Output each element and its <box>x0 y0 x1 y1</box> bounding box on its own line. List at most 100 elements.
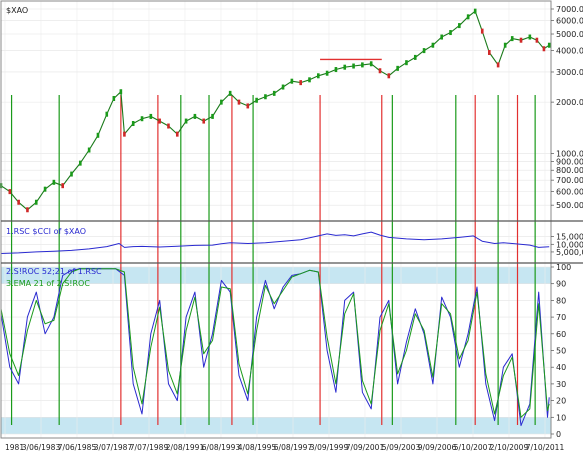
price-candle-25 <box>211 113 214 119</box>
price-tick-label-1: 6000.00 <box>556 16 583 25</box>
price-candle-58 <box>496 62 500 68</box>
price-candle-27 <box>228 90 232 96</box>
price-candle-51 <box>440 34 444 40</box>
price-candle-11 <box>96 132 100 138</box>
price-tick-label-3: 4000.00 <box>556 47 583 56</box>
price-tick-label-10: 600.00 <box>556 188 583 197</box>
price-candle-52 <box>449 30 452 36</box>
x-tick-label-6: 6/08/1993 <box>202 443 241 452</box>
grid-layer <box>1 1 551 438</box>
price-candle-61 <box>519 37 523 43</box>
price-candle-37 <box>317 73 320 79</box>
price-candle-40 <box>343 64 347 70</box>
price-candle-63 <box>535 37 539 43</box>
price-tick-label-4: 3000.00 <box>556 68 583 77</box>
price-candle-34 <box>290 78 294 84</box>
price-candle-8 <box>70 171 73 177</box>
x-tick-label-4: 7/07/1989 <box>130 443 169 452</box>
x-tick-label-3: 3/07/1987 <box>94 443 133 452</box>
price-candle-4 <box>34 199 38 205</box>
price-candle-31 <box>264 94 267 100</box>
price-candle-28 <box>237 99 241 105</box>
roc-tick-label-5: 50 <box>556 347 566 356</box>
x-tick-label-13: 5/10/2007 <box>454 443 493 452</box>
price-candle-2 <box>17 199 20 205</box>
price-tick-label-5: 2000.00 <box>556 98 583 107</box>
roc-panel-title: 2.S!ROC 52;21 of 1.RSC <box>6 267 102 276</box>
plot-frame <box>0 0 552 439</box>
price-candle-36 <box>308 77 311 83</box>
roc-tick-label-9: 10 <box>556 413 566 422</box>
price-candle-53 <box>458 23 461 29</box>
price-candle-18 <box>149 113 153 119</box>
price-candle-57 <box>488 49 491 55</box>
rsc-tick-label-0: 15,000,0 <box>556 233 583 242</box>
rsc-tick-label-2: 5,000,00 <box>556 248 583 257</box>
price-tick-label-8: 800.00 <box>556 166 583 175</box>
x-tick-label-9: 3/09/1999 <box>310 443 349 452</box>
ema-panel-subtitle: 3.EMA 21 of 2.S!ROC <box>6 279 90 288</box>
price-panel-title: $XAO <box>6 6 28 15</box>
price-candle-7 <box>61 183 64 189</box>
x-tick-label-5: 2/08/1991 <box>166 443 205 452</box>
x-tick-label-7: 4/08/1995 <box>238 443 277 452</box>
price-candle-23 <box>193 113 197 119</box>
x-tick-label-15: 7/10/2011 <box>526 443 565 452</box>
x-tick-label-14: 2/10/2009 <box>490 443 529 452</box>
price-candle-3 <box>26 207 29 213</box>
price-candle-20 <box>167 123 170 129</box>
price-candle-6 <box>52 179 56 185</box>
price-candle-43 <box>369 61 373 67</box>
roc-tick-label-10: 0 <box>556 430 561 439</box>
x-tick-label-10: 7/09/2001 <box>346 443 385 452</box>
x-tick-label-2: 7/06/1985 <box>58 443 97 452</box>
price-candle-45 <box>387 73 391 79</box>
price-candle-55 <box>473 8 477 14</box>
x-tick-label-11: 5/09/2003 <box>382 443 421 452</box>
price-candle-44 <box>378 68 382 74</box>
roc-tick-label-0: 100 <box>556 263 571 272</box>
price-candle-16 <box>131 121 135 127</box>
price-candle-41 <box>352 63 355 69</box>
price-candle-13 <box>112 95 116 101</box>
price-candle-29 <box>246 103 250 109</box>
price-candle-19 <box>158 118 161 124</box>
x-tick-label-0: 1981 <box>5 443 24 452</box>
price-candle-42 <box>361 62 364 68</box>
price-candle-21 <box>175 131 179 137</box>
price-candle-10 <box>87 147 91 153</box>
rsc-series-0 <box>0 231 550 254</box>
price-candle-47 <box>405 60 408 66</box>
band-layer <box>1 267 551 434</box>
rsc-tick-label-1: 10,000,0 <box>556 240 583 249</box>
price-candle-54 <box>466 14 470 20</box>
price-tick-label-9: 700.00 <box>556 176 583 185</box>
price-candle-33 <box>281 84 285 90</box>
price-candle-14 <box>119 89 123 95</box>
rsc-panel-title: 1.RSC $CCI of $XAO <box>6 227 86 236</box>
price-candle-64 <box>542 46 546 52</box>
roc-tick-label-6: 40 <box>556 363 566 372</box>
roc-tick-label-1: 90 <box>556 280 566 289</box>
frame-layer <box>0 0 583 439</box>
price-candle-39 <box>334 67 338 73</box>
series-layer <box>0 8 551 427</box>
marker-layer <box>10 95 536 425</box>
price-candle-50 <box>431 42 435 48</box>
roc-tick-label-4: 60 <box>556 330 566 339</box>
price-candle-26 <box>220 99 223 105</box>
price-tick-label-6: 1000.00 <box>556 150 583 159</box>
tick-layer: 7000.00 6000.00 5000.00 4000.00 3000.00 2000.… <box>5 5 583 452</box>
roc-tick-label-7: 30 <box>556 380 566 389</box>
price-candle-12 <box>105 111 109 117</box>
x-tick-label-12: 9/09/2006 <box>418 443 457 452</box>
price-candle-9 <box>79 160 82 166</box>
price-candle-60 <box>510 36 514 42</box>
price-candle-56 <box>480 28 484 34</box>
roc-tick-label-8: 20 <box>556 397 566 406</box>
price-candle-17 <box>140 116 144 122</box>
price-candle-5 <box>43 186 47 192</box>
price-candle-1 <box>8 189 12 195</box>
price-candle-22 <box>184 118 188 124</box>
